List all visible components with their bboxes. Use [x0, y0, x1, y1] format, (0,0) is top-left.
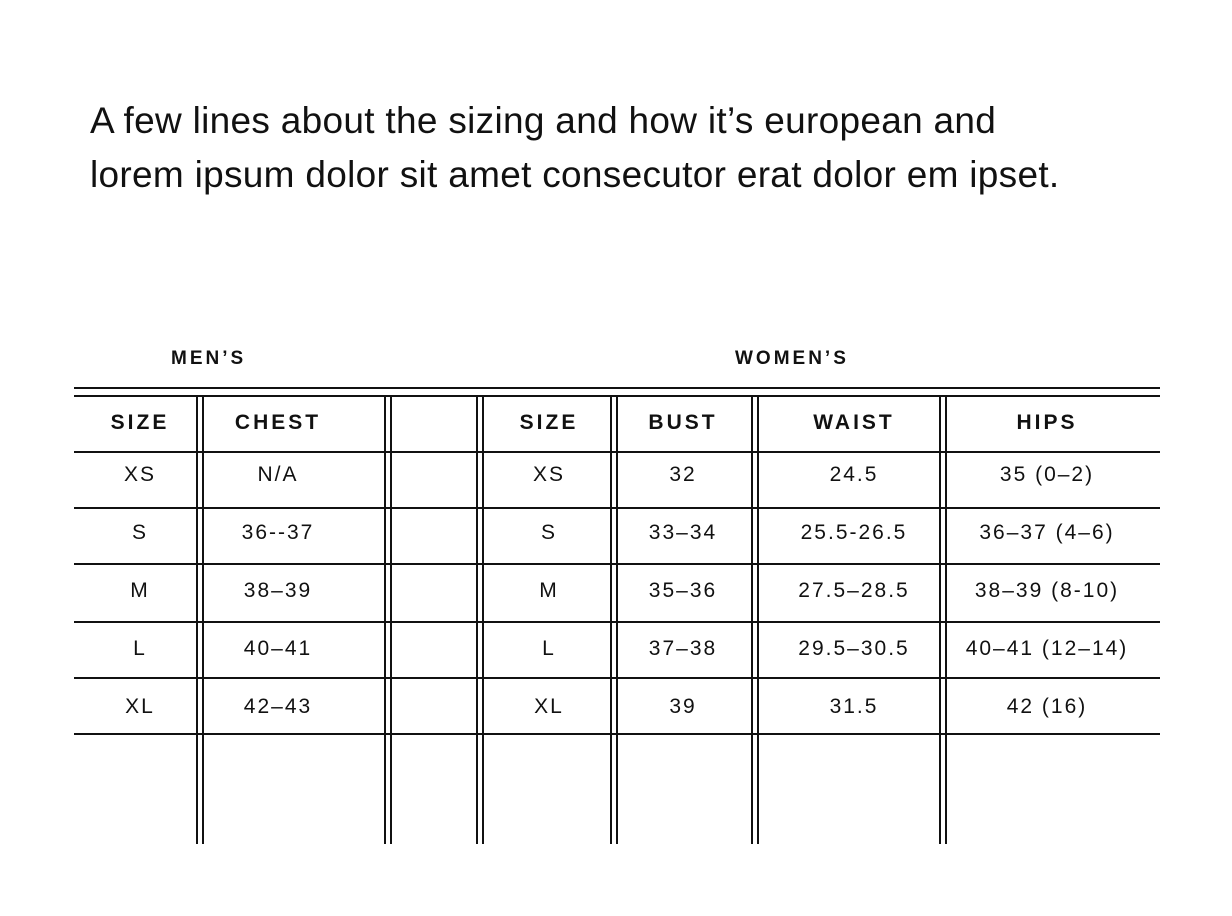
womens-table-cell: XS [532, 463, 566, 486]
womens-header-cell: HIPS [1016, 411, 1078, 434]
womens-table-cell: 39 [669, 695, 697, 718]
column-divider [202, 396, 204, 844]
intro-text: A few lines about the sizing and how it’… [90, 94, 1190, 202]
womens-table-cell: 27.5–28.5 [798, 579, 910, 602]
column-divider [757, 396, 759, 844]
column-divider [610, 396, 612, 844]
column-divider [945, 396, 947, 844]
womens-table-cell: 29.5–30.5 [798, 637, 910, 660]
womens-table-cell: M [539, 579, 559, 602]
column-divider [476, 396, 478, 844]
column-divider [482, 396, 484, 844]
mens-title: MEN’S [171, 348, 247, 369]
womens-table-cell: 32 [669, 463, 697, 486]
column-divider [390, 396, 392, 844]
womens-table-cell: XL [534, 695, 564, 718]
womens-table-cell: 24.5 [829, 463, 879, 486]
mens-header-cell: SIZE [110, 411, 170, 434]
womens-table-cell: 31.5 [829, 695, 879, 718]
womens-table-cell: 35–36 [648, 579, 718, 602]
womens-table-cell: S [540, 521, 558, 544]
womens-title: WOMEN’S [735, 348, 849, 369]
womens-table-cell: 42 (16) [1006, 695, 1088, 718]
column-divider [196, 396, 198, 844]
column-divider [384, 396, 386, 844]
mens-table-cell: N/A [257, 463, 299, 486]
intro-line: lorem ipsum dolor sit amet consecutor er… [90, 154, 1060, 195]
table-rule [74, 387, 1160, 389]
womens-table-cell: 38–39 (8-10) [974, 579, 1120, 602]
womens-table-cell: 36–37 (4–6) [979, 521, 1115, 544]
mens-table-cell: XS [123, 463, 157, 486]
womens-header-cell: SIZE [519, 411, 579, 434]
womens-table-cell: 33–34 [648, 521, 718, 544]
mens-table-cell: M [130, 579, 150, 602]
mens-table-cell: S [131, 521, 149, 544]
mens-table-cell: 42–43 [243, 695, 313, 718]
womens-table-cell: 40–41 (12–14) [965, 637, 1129, 660]
column-divider [616, 396, 618, 844]
intro-line: A few lines about the sizing and how it’… [90, 100, 997, 141]
womens-table-cell: 37–38 [648, 637, 718, 660]
column-divider [751, 396, 753, 844]
mens-table-cell: 40–41 [243, 637, 313, 660]
mens-table-cell: 38–39 [243, 579, 313, 602]
womens-table-cell: 25.5-26.5 [800, 521, 908, 544]
mens-table-cell: L [133, 637, 147, 660]
column-divider [939, 396, 941, 844]
mens-table-cell: 36--37 [241, 521, 315, 544]
womens-header-cell: BUST [648, 411, 718, 434]
womens-table-cell: 35 (0–2) [999, 463, 1095, 486]
mens-table-cell: XL [125, 695, 155, 718]
womens-table-cell: L [542, 637, 556, 660]
womens-header-cell: WAIST [813, 411, 895, 434]
mens-header-cell: CHEST [234, 411, 322, 434]
